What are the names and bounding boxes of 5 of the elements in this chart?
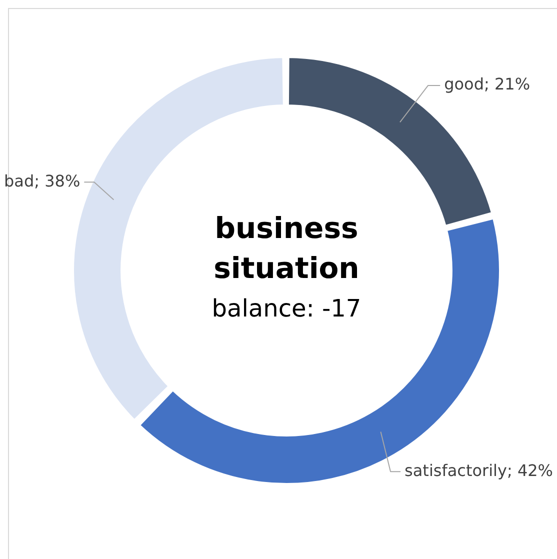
slice-label: satisfactorily; 42% (404, 460, 553, 480)
slice-label: good; 21% (444, 74, 530, 94)
slice-label: bad; 38% (4, 171, 80, 190)
text: business situation (214, 211, 360, 286)
text: balance: -17 (212, 294, 362, 323)
